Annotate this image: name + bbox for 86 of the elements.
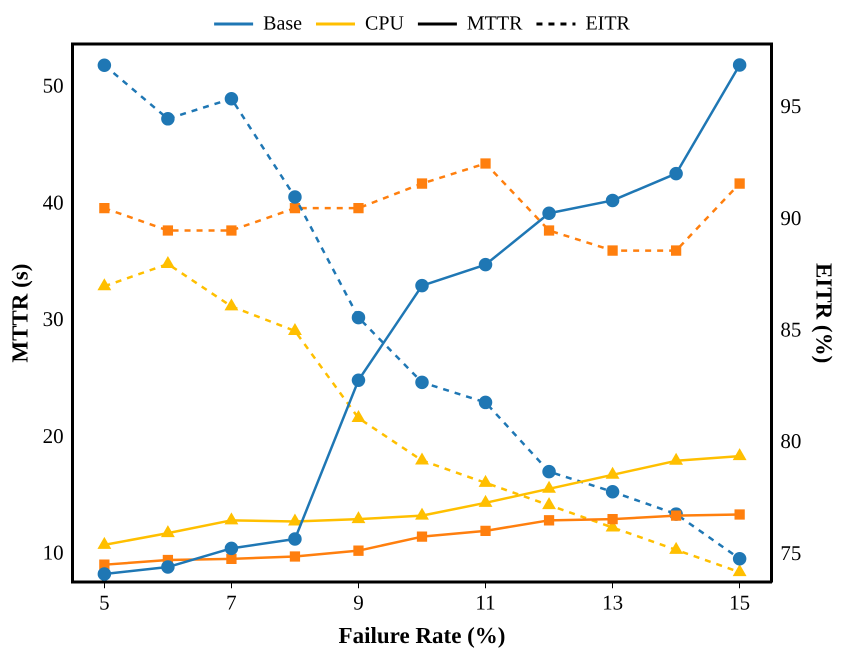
point: [607, 245, 618, 256]
point: [288, 532, 302, 546]
legend-label: MTTR: [466, 12, 524, 34]
x-tick-label: 9: [353, 590, 364, 614]
y-tick-label: 10: [42, 540, 64, 565]
point: [225, 300, 238, 310]
point: [607, 514, 618, 524]
point: [734, 178, 745, 189]
point: [416, 532, 428, 542]
y-tick-label: 50: [42, 74, 64, 98]
point: [98, 538, 110, 549]
point: [606, 468, 619, 479]
y2-tick-label: 80: [780, 429, 802, 454]
y2-tick-label: 90: [780, 206, 802, 230]
point: [288, 514, 301, 526]
x-tick-label: 15: [729, 590, 750, 614]
y-tick-label: 20: [42, 424, 64, 448]
point: [732, 58, 746, 72]
point: [542, 206, 556, 220]
y-axis-title: MTTR (s): [8, 264, 33, 363]
point: [99, 560, 110, 570]
point: [734, 565, 746, 576]
point: [480, 158, 491, 169]
y-tick-label: 30: [42, 307, 64, 332]
point: [480, 526, 491, 536]
y-tick-label: 40: [42, 190, 64, 214]
point: [161, 112, 175, 126]
point: [353, 546, 364, 556]
point: [416, 508, 428, 520]
point: [352, 373, 366, 387]
y2-tick-label: 75: [780, 540, 802, 565]
point: [98, 567, 112, 581]
point: [225, 514, 238, 524]
point: [416, 178, 428, 189]
point: [480, 476, 492, 487]
point: [480, 496, 492, 507]
point: [290, 551, 300, 562]
point: [352, 411, 364, 422]
point: [543, 482, 556, 493]
point: [288, 190, 302, 204]
x-tick-label: 5: [99, 590, 110, 614]
point: [732, 552, 746, 566]
point: [670, 454, 682, 465]
point: [98, 58, 112, 72]
point: [352, 310, 366, 324]
point: [290, 203, 300, 214]
y2-axis-title: EITR (%): [811, 262, 836, 364]
point: [542, 464, 556, 478]
y2-tick-label: 85: [780, 317, 802, 342]
point: [415, 278, 429, 292]
legend-label: CPU: [364, 12, 404, 34]
point: [224, 92, 238, 106]
point: [544, 225, 554, 236]
point: [478, 396, 492, 410]
point: [670, 245, 682, 256]
point: [226, 225, 237, 236]
point: [353, 203, 364, 214]
point: [224, 542, 238, 556]
point: [352, 512, 364, 524]
point: [98, 280, 110, 290]
x-axis-title: Failure Rate (%): [338, 623, 506, 648]
point: [543, 498, 556, 510]
legend-label: EITR: [585, 12, 631, 34]
point: [226, 554, 237, 564]
legend-label: Base: [263, 12, 302, 34]
point: [416, 454, 428, 464]
point: [734, 509, 745, 520]
x-tick-label: 11: [475, 590, 496, 614]
point: [606, 485, 620, 499]
y2-tick-label: 95: [780, 94, 802, 118]
point: [161, 560, 175, 574]
point: [415, 376, 429, 390]
point: [162, 225, 174, 236]
point: [162, 526, 174, 538]
point: [544, 515, 554, 526]
point: [670, 543, 682, 554]
x-tick-label: 13: [602, 590, 624, 614]
point: [606, 194, 620, 208]
point: [288, 324, 301, 335]
point: [734, 449, 746, 460]
point: [478, 258, 492, 272]
point: [99, 203, 110, 214]
point: [669, 166, 683, 180]
point: [162, 257, 174, 268]
x-tick-label: 7: [226, 590, 237, 614]
point: [670, 510, 682, 521]
